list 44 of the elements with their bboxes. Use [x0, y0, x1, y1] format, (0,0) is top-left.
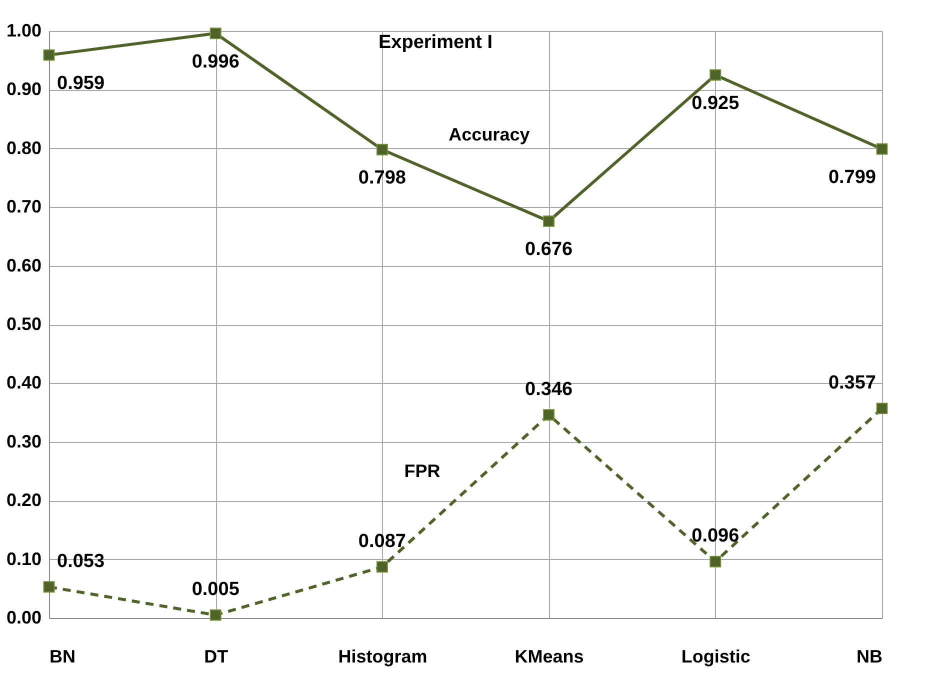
y-tick-label: 0.80 [6, 138, 42, 158]
x-tick-label: Histogram [338, 646, 428, 666]
point [43, 49, 55, 61]
point [710, 556, 722, 568]
point [43, 581, 55, 593]
y-tick-label: 0.60 [6, 255, 42, 276]
y-tick-label: 0.20 [6, 490, 42, 510]
x-tick-label: BN [50, 646, 76, 666]
point [543, 215, 555, 227]
y-tick-label: 0.70 [6, 196, 42, 217]
point [710, 69, 722, 81]
x-tick-label: KMeans [514, 646, 584, 666]
data-label: 0.096 [692, 526, 740, 547]
data-label: 0.996 [192, 51, 240, 72]
data-label: 0.346 [525, 378, 573, 400]
x-tick-label: NB [856, 646, 882, 666]
y-tick-label: 0.00 [6, 608, 42, 628]
point [210, 609, 222, 621]
y-tick-label: 0.40 [6, 372, 42, 393]
point [543, 409, 555, 421]
point [210, 28, 222, 40]
y-tick-label: 1.00 [6, 20, 42, 40]
chart-title: Experiment I [378, 32, 493, 53]
point [376, 561, 388, 573]
x-tick-label: Logistic [681, 646, 750, 666]
series-label: Accuracy [448, 124, 530, 145]
x-tick-label: DT [204, 646, 228, 666]
y-tick-label: 0.90 [6, 79, 42, 100]
series-label: FPR [404, 460, 440, 481]
data-label: 0.087 [358, 530, 406, 552]
data-label: 0.053 [57, 550, 105, 572]
data-label: 0.959 [57, 73, 105, 94]
data-label: 0.357 [828, 372, 876, 394]
data-label: 0.799 [828, 166, 876, 188]
data-label: 0.005 [192, 579, 240, 600]
data-label: 0.676 [525, 239, 573, 260]
point [376, 144, 388, 156]
y-tick-label: 0.50 [6, 314, 42, 334]
point [876, 143, 888, 155]
data-label: 0.925 [692, 93, 740, 114]
data-label: 0.798 [358, 168, 406, 189]
point [876, 402, 888, 414]
y-tick-label: 0.10 [6, 548, 42, 569]
y-tick-label: 0.30 [6, 431, 42, 452]
